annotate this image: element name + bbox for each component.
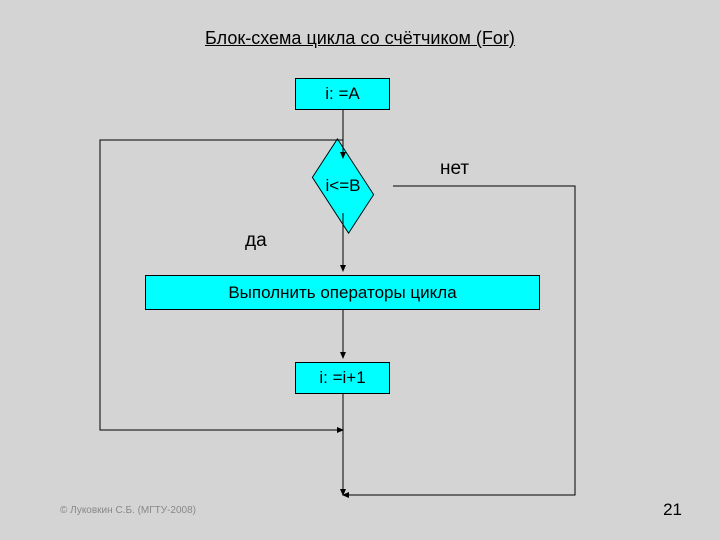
footer-copyright: © Луковкин С.Б. (МГТУ-2008): [60, 505, 196, 516]
footer-page-number: 21: [663, 500, 682, 520]
diagram-title: Блок-схема цикла со счётчиком (For): [0, 28, 720, 49]
node-body-label: Выполнить операторы цикла: [228, 283, 456, 303]
node-increment-label: i: =i+1: [319, 368, 365, 388]
node-condition-label: i<=B: [310, 163, 376, 209]
label-no: нет: [440, 158, 469, 180]
node-init: i: =A: [295, 78, 390, 110]
label-yes: да: [245, 230, 267, 252]
node-init-label: i: =A: [325, 84, 360, 104]
node-body: Выполнить операторы цикла: [145, 275, 540, 310]
node-condition: i<=B: [310, 163, 376, 209]
node-increment: i: =i+1: [295, 362, 390, 394]
